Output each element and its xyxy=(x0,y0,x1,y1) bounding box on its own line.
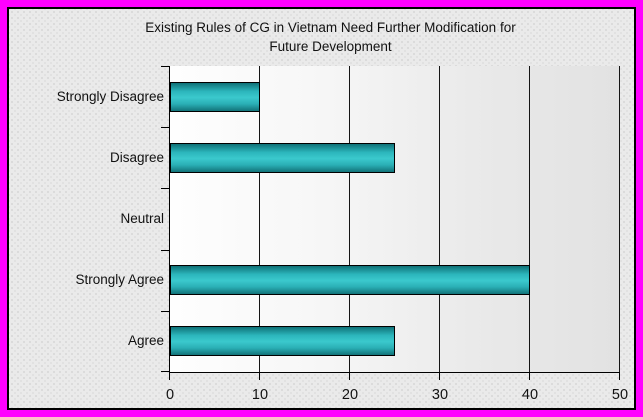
x-tick-label-20: 20 xyxy=(341,387,359,403)
x-axis-tick xyxy=(529,373,530,380)
x-tick-label-30: 30 xyxy=(431,387,449,403)
chart-panel: Existing Rules of CG in Vietnam Need Fur… xyxy=(7,7,636,410)
bar-strongly-disagree xyxy=(170,82,260,112)
x-tick-label-10: 10 xyxy=(251,387,269,403)
category-label-strongly-disagree: Strongly Disagree xyxy=(56,89,164,104)
category-label-agree: Agree xyxy=(127,333,164,348)
x-axis-tick xyxy=(259,373,260,380)
category-label-disagree: Disagree xyxy=(109,150,164,165)
plot-area xyxy=(161,66,620,380)
y-axis-tick xyxy=(161,127,169,128)
category-label-neutral: Neutral xyxy=(120,211,164,226)
x-tick-label-0: 0 xyxy=(165,387,175,403)
bar-agree xyxy=(170,326,395,356)
chart-title-line2: Future Development xyxy=(269,39,392,54)
chart-title-line1: Existing Rules of CG in Vietnam Need Fur… xyxy=(145,20,516,35)
x-tick-label-50: 50 xyxy=(611,387,629,403)
gridline-50 xyxy=(619,66,620,372)
gridline-40 xyxy=(529,66,530,372)
x-axis-tick xyxy=(169,373,170,380)
bar-disagree xyxy=(170,143,395,173)
x-axis-tick xyxy=(349,373,350,380)
y-axis-tick xyxy=(161,371,169,372)
gridline-30 xyxy=(439,66,440,372)
chart-title: Existing Rules of CG in Vietnam Need Fur… xyxy=(18,18,643,56)
y-axis-tick xyxy=(161,250,169,251)
bar-strongly-agree xyxy=(170,265,530,295)
gridline-20 xyxy=(349,66,350,372)
y-axis-tick xyxy=(161,311,169,312)
y-axis-tick xyxy=(161,188,169,189)
y-axis-tick xyxy=(161,66,169,67)
x-axis-tick xyxy=(439,373,440,380)
gridline-10 xyxy=(259,66,260,372)
category-label-strongly-agree: Strongly Agree xyxy=(75,272,164,287)
x-tick-label-40: 40 xyxy=(521,387,539,403)
x-axis-tick xyxy=(619,373,620,380)
